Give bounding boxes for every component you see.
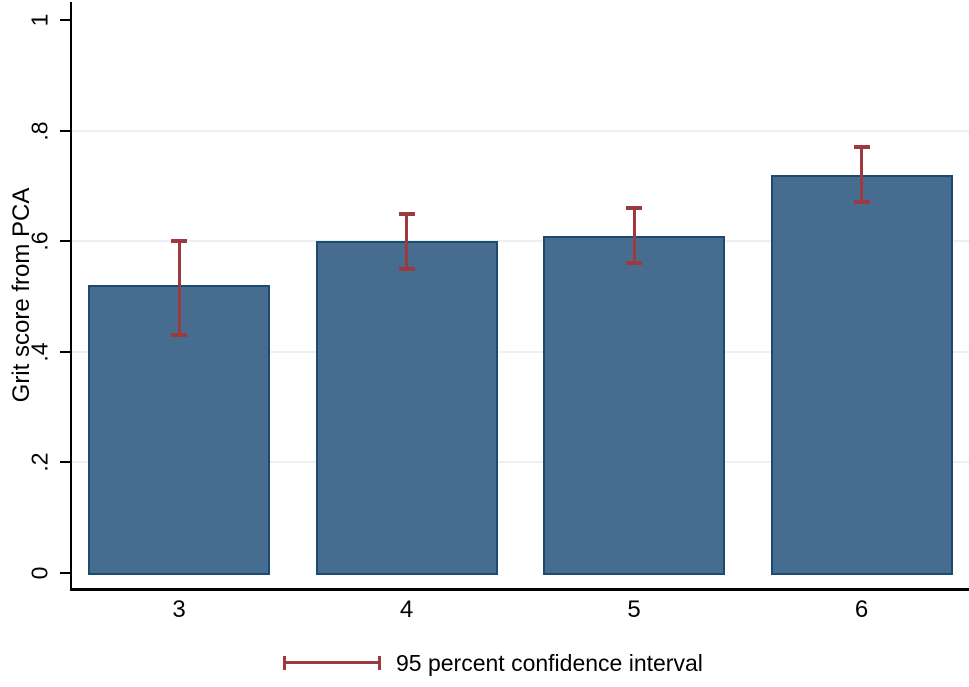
x-tick-label: 6 bbox=[854, 596, 869, 623]
gridline bbox=[72, 461, 969, 464]
y-tick-label: .2 bbox=[26, 452, 53, 472]
bar bbox=[770, 174, 953, 575]
bar bbox=[315, 241, 498, 575]
legend-icon-right-cap bbox=[378, 656, 381, 670]
error-bar-bottom-cap bbox=[171, 333, 187, 338]
x-axis-line bbox=[70, 588, 969, 591]
error-bar-line bbox=[405, 213, 408, 269]
error-bar-top-cap bbox=[853, 145, 870, 150]
error-bar-top-cap bbox=[626, 206, 642, 211]
y-tick-label: 1 bbox=[26, 13, 53, 27]
y-tick-label: .8 bbox=[26, 121, 53, 141]
confidence-interval-legend-icon bbox=[283, 656, 381, 670]
error-bar-line bbox=[632, 208, 636, 264]
legend-label: 95 percent confidence interval bbox=[396, 649, 703, 676]
y-tick-mark bbox=[60, 461, 70, 464]
y-tick-mark bbox=[60, 19, 70, 21]
legend-icon-line bbox=[283, 661, 381, 664]
y-tick-mark bbox=[60, 572, 70, 574]
gridline bbox=[72, 129, 969, 132]
x-tick-label: 3 bbox=[172, 596, 186, 623]
y-axis-line bbox=[70, 2, 72, 591]
error-bar-line bbox=[860, 147, 863, 203]
y-tick-mark bbox=[60, 350, 70, 353]
y-axis-title: Grit score from PCA bbox=[8, 187, 35, 403]
gridline bbox=[72, 240, 969, 243]
y-tick-mark bbox=[60, 240, 70, 243]
gridline bbox=[72, 350, 969, 353]
x-tick-label: 4 bbox=[399, 596, 414, 623]
error-bar-top-cap bbox=[398, 211, 415, 216]
error-bar-top-cap bbox=[171, 239, 187, 244]
bar bbox=[543, 235, 725, 575]
legend: 95 percent confidence interval bbox=[283, 649, 703, 677]
error-bar-bottom-cap bbox=[853, 200, 870, 205]
y-tick-mark bbox=[60, 129, 70, 132]
y-tick-label: 0 bbox=[26, 566, 53, 580]
x-tick-label: 5 bbox=[627, 596, 641, 623]
error-bar-bottom-cap bbox=[626, 261, 642, 266]
error-bar-bottom-cap bbox=[398, 266, 415, 271]
legend-icon-left-cap bbox=[283, 656, 286, 670]
error-bar-line bbox=[177, 241, 181, 336]
